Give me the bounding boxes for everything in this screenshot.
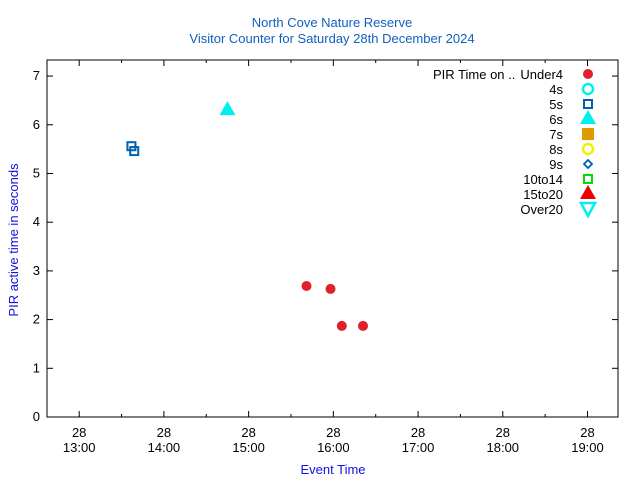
legend-label: Under4 (520, 67, 563, 82)
y-tick-label: 4 (33, 214, 40, 229)
x-tick-label: 19:00 (571, 440, 604, 455)
legend-marker-8s (581, 142, 595, 156)
data-point-5s (129, 146, 140, 157)
legend-label: 4s (549, 82, 563, 97)
legend-marker-15to20 (580, 185, 596, 199)
x-tick-day: 28 (72, 425, 86, 440)
x-tick-label: 13:00 (63, 440, 96, 455)
legend-label: 6s (549, 112, 563, 127)
x-tick-day: 28 (157, 425, 171, 440)
legend-marker-7s (582, 128, 594, 140)
x-tick-day: 28 (326, 425, 340, 440)
x-tick-label: 17:00 (402, 440, 435, 455)
y-tick-label: 2 (33, 312, 40, 327)
x-tick-label: 14:00 (148, 440, 181, 455)
chart-title: North Cove Nature Reserve (252, 15, 412, 30)
y-tick-label: 3 (33, 263, 40, 278)
legend-label: 8s (549, 142, 563, 157)
y-axis-label: PIR active time in seconds (6, 163, 21, 317)
data-point-Under4 (357, 320, 368, 331)
legend-marker-Over20 (578, 201, 598, 219)
legend-marker-5s (583, 99, 593, 109)
x-tick-day: 28 (241, 425, 255, 440)
x-tick-day: 28 (496, 425, 510, 440)
x-tick-day: 28 (411, 425, 425, 440)
plot-frame (46, 59, 619, 418)
x-tick-label: 15:00 (232, 440, 265, 455)
y-tick-label: 5 (33, 165, 40, 180)
chart-subtitle: Visitor Counter for Saturday 28th Decemb… (189, 31, 474, 46)
legend: PIR Time on .. Under44s5s6s7s8s9s10to141… (433, 67, 598, 219)
legend-label: 10to14 (523, 172, 563, 187)
legend-label: 15to20 (523, 187, 563, 202)
data-point-Under4 (301, 280, 312, 291)
legend-title: PIR Time on .. (433, 67, 515, 82)
data-point-Under4 (325, 283, 336, 294)
data-point-6s (219, 101, 236, 116)
x-axis-label: Event Time (300, 462, 365, 477)
y-tick-label: 1 (33, 360, 40, 375)
legend-marker-10to14 (583, 174, 593, 184)
legend-marker-Under4 (583, 69, 593, 79)
legend-marker-9s (582, 158, 594, 170)
legend-marker-4s (581, 82, 595, 96)
y-tick-label: 7 (33, 68, 40, 83)
x-tick-label: 16:00 (317, 440, 350, 455)
y-tick-label: 0 (33, 409, 40, 424)
data-point-Under4 (336, 320, 347, 331)
x-tick-day: 28 (580, 425, 594, 440)
legend-marker-6s (580, 110, 596, 124)
legend-label: Over20 (520, 202, 563, 217)
legend-label: 7s (549, 127, 563, 142)
x-tick-label: 18:00 (487, 440, 520, 455)
y-tick-label: 6 (33, 117, 40, 132)
legend-label: 5s (549, 97, 563, 112)
legend-label: 9s (549, 157, 563, 172)
